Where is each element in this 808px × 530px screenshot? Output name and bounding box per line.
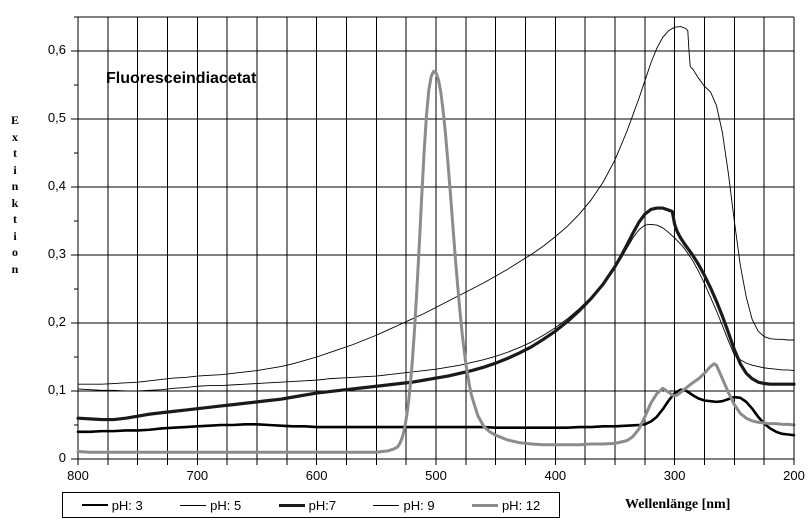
y-axis-tick-label: 0,4 <box>47 178 66 193</box>
x-axis-title: Wellenlänge [nm] <box>625 497 731 512</box>
y-axis-title-letter: n <box>11 179 19 193</box>
legend: pH: 3 pH: 5 pH:7 pH: 9 pH: 12 <box>62 492 560 518</box>
series-line-ph-3 <box>76 388 796 437</box>
chart-title: Fluoresceindiacetat <box>106 70 257 87</box>
x-axis-tick-label: 200 <box>783 468 805 483</box>
y-axis-title-letter: i <box>13 228 17 243</box>
y-axis-title-letter: k <box>11 195 19 210</box>
x-axis-tick-label: 700 <box>186 468 209 483</box>
legend-line-swatch <box>373 504 400 506</box>
y-axis-title-letter: x <box>12 129 18 144</box>
y-axis-title-letter: t <box>13 212 17 226</box>
legend-entry: pH: 3 <box>81 497 143 513</box>
y-axis-title-letter: o <box>12 245 18 259</box>
y-axis-title-letter: t <box>13 146 17 160</box>
y-axis-tick-label: 0,2 <box>47 314 66 329</box>
legend-entry: pH: 12 <box>471 497 541 513</box>
legend-label: pH:7 <box>308 497 337 513</box>
legend-entry: pH:7 <box>278 497 337 513</box>
series-line-ph-7 <box>76 206 796 422</box>
y-axis-tick-label: 0,5 <box>47 110 66 125</box>
y-axis-tick-label: 0 <box>58 450 66 465</box>
x-axis-tick-label: 300 <box>663 468 686 483</box>
legend-line-swatch <box>278 503 305 507</box>
legend-label: pH: 12 <box>501 497 541 513</box>
series-line-ph-9 <box>77 26 795 385</box>
legend-label: pH: 3 <box>111 497 143 513</box>
y-axis-title-letter: i <box>13 162 17 177</box>
y-axis-tick-label: 0,1 <box>47 382 66 397</box>
x-axis-tick-label: 500 <box>425 468 447 483</box>
y-axis-title-letter: E <box>10 113 19 127</box>
legend-label: pH: 5 <box>210 497 242 513</box>
x-axis-tick-label: 400 <box>544 468 567 483</box>
x-axis-tick-label: 600 <box>305 468 328 483</box>
legend-entry: pH: 5 <box>180 498 241 513</box>
legend-label: pH: 9 <box>403 497 435 513</box>
series-line-ph-5 <box>77 223 795 392</box>
y-axis-title-letter: n <box>11 261 19 276</box>
series-line-ph-12 <box>76 69 796 454</box>
legend-entry: pH: 9 <box>373 497 435 513</box>
y-axis-tick-label: 0,3 <box>47 246 66 261</box>
y-axis-tick-label: 0,6 <box>47 42 66 57</box>
legend-line-swatch <box>180 504 207 506</box>
legend-line-swatch <box>471 503 498 507</box>
x-axis-tick-label: 800 <box>67 468 89 483</box>
legend-line-swatch <box>81 504 108 506</box>
